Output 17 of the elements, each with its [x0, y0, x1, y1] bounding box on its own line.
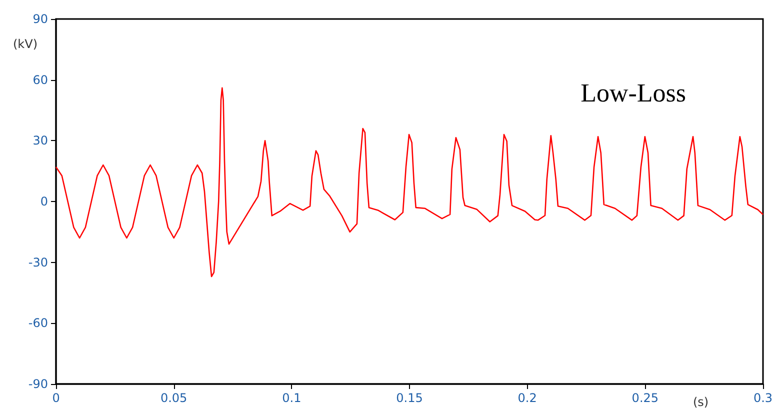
annotation: Low-Loss	[580, 78, 686, 108]
y-tick-label: -90	[28, 377, 48, 391]
x-tick-label: 0.25	[632, 391, 659, 405]
y-tick-label: 0	[40, 194, 48, 208]
y-tick-label: 90	[32, 12, 48, 26]
x-tick-label: 0	[52, 391, 60, 405]
x-tick-label: 0.2	[518, 391, 537, 405]
x-tick-label: 0.15	[396, 391, 423, 405]
x-axis-title: (s)	[693, 395, 709, 409]
y-tick-label: 30	[32, 134, 48, 148]
y-axis-title: (kV)	[13, 37, 38, 51]
y-tick-label: -30	[28, 255, 48, 270]
x-tick-label: 0.1	[282, 391, 302, 405]
x-tick-label: 0.3	[753, 391, 773, 405]
x-tick-label: 0.05	[160, 391, 188, 405]
y-tick-label: -60	[28, 316, 48, 330]
y-tick-label: 60	[32, 72, 48, 87]
